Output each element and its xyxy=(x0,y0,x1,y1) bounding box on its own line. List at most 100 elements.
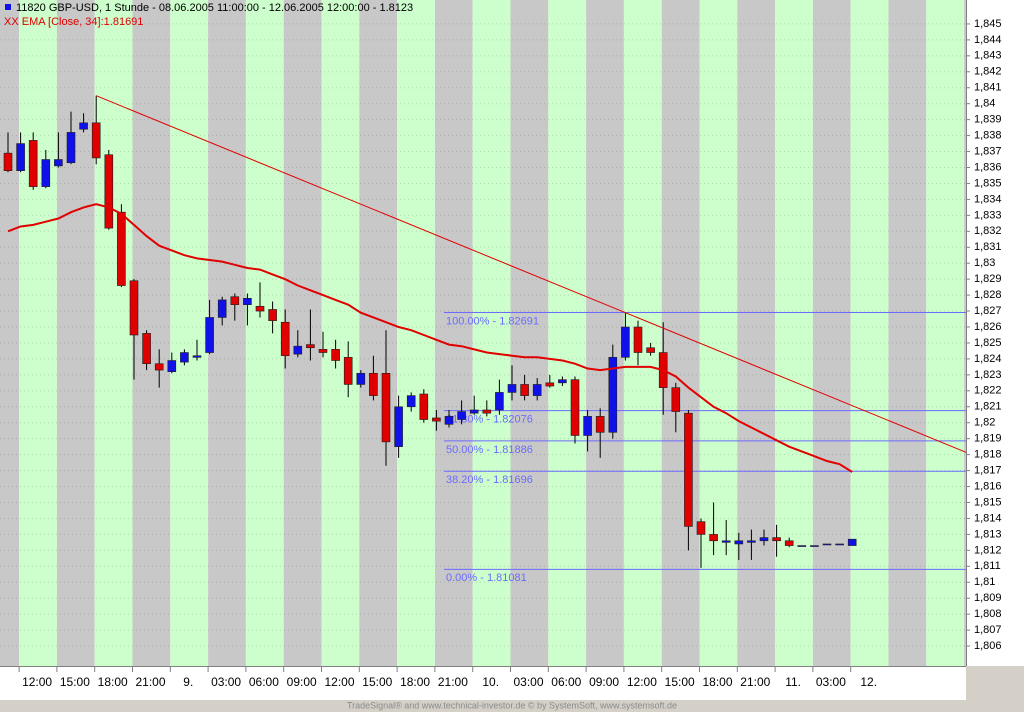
band xyxy=(775,0,813,666)
y-tick-label: 1,826 xyxy=(974,321,1002,333)
candle-body xyxy=(16,143,25,171)
band xyxy=(623,0,662,666)
y-tick-label: 1,842 xyxy=(974,66,1002,78)
y-tick-label: 1,829 xyxy=(974,273,1002,285)
y-tick-label: 1,84 xyxy=(974,98,995,110)
ema-line xyxy=(7,203,853,473)
candle-body xyxy=(54,159,63,167)
candle-body xyxy=(482,409,492,414)
band xyxy=(94,0,133,666)
candle-body xyxy=(835,543,844,546)
candle-body xyxy=(583,416,592,436)
y-tick-label: 1,831 xyxy=(974,241,1002,253)
y-tick-label: 1,832 xyxy=(974,225,1002,237)
candle-body xyxy=(117,211,126,286)
y-tick-label: 1,81 xyxy=(974,576,995,588)
y-tick-label: 1,833 xyxy=(974,209,1002,221)
candle-body xyxy=(255,305,265,312)
band xyxy=(586,0,624,666)
x-tick-label: 21:00 xyxy=(438,675,468,689)
y-tick-label: 1,824 xyxy=(974,353,1002,365)
candle-body xyxy=(747,540,756,543)
candle-body xyxy=(822,543,832,546)
candle-body xyxy=(709,534,718,542)
candle-body xyxy=(230,296,240,305)
y-tick-label: 1,817 xyxy=(974,464,1002,476)
band xyxy=(19,0,57,666)
y-tick-label: 1,815 xyxy=(974,496,1002,508)
candle-body xyxy=(180,352,189,363)
candle-body xyxy=(331,349,340,361)
candle-body xyxy=(79,122,88,130)
y-tick-label: 1,819 xyxy=(974,433,1002,445)
x-tick-label: 9. xyxy=(183,675,193,689)
band xyxy=(699,0,738,666)
y-tick-label: 1,812 xyxy=(974,544,1002,556)
candle-body xyxy=(621,326,630,358)
band xyxy=(359,0,398,666)
band xyxy=(132,0,171,666)
x-tick-label: 18:00 xyxy=(400,675,430,689)
y-tick-label: 1,845 xyxy=(974,18,1002,30)
candle-body xyxy=(633,326,643,353)
y-tick-label: 1,822 xyxy=(974,385,1002,397)
candle-body xyxy=(696,521,706,535)
candle-body xyxy=(797,545,807,547)
candle-body xyxy=(558,379,567,384)
x-tick-label: 18:00 xyxy=(702,675,732,689)
band xyxy=(56,0,95,666)
candle-body xyxy=(343,357,353,385)
y-tick-label: 1,838 xyxy=(974,129,1002,141)
y-tick-label: 1,807 xyxy=(974,624,1002,636)
candle-body xyxy=(142,333,151,365)
candle-body xyxy=(457,411,466,420)
x-tick-label: 15:00 xyxy=(362,675,392,689)
candle-body xyxy=(432,417,441,422)
fib-label: 38.20% - 1.81696 xyxy=(446,474,533,486)
candle-body xyxy=(444,416,454,425)
legend-icon xyxy=(5,4,11,10)
y-tick-label: 1,839 xyxy=(974,114,1002,126)
candle-body xyxy=(734,540,744,545)
candle-body xyxy=(671,387,681,412)
fib-label: 100.00% - 1.82691 xyxy=(446,315,539,327)
x-tick-label: 12. xyxy=(860,675,877,689)
candle-body xyxy=(154,363,164,371)
x-tick-label: 12:00 xyxy=(22,675,52,689)
x-tick-label: 15:00 xyxy=(665,675,695,689)
y-tick-label: 1,83 xyxy=(974,257,995,269)
candle-body xyxy=(507,384,517,393)
band xyxy=(321,0,360,666)
band xyxy=(283,0,322,666)
axis-corner xyxy=(966,666,1024,700)
candle-body xyxy=(381,372,391,443)
candle-body xyxy=(545,382,555,387)
x-tick-label: 18:00 xyxy=(98,675,128,689)
trend-line xyxy=(96,95,967,453)
y-tick-label: 1,834 xyxy=(974,193,1002,205)
candle-body xyxy=(570,379,580,436)
fib-label: 50.00% - 1.81886 xyxy=(446,444,533,456)
candle-body xyxy=(167,360,177,372)
candle-body xyxy=(66,132,76,164)
x-tick-label: 09:00 xyxy=(287,675,317,689)
candle-body xyxy=(268,309,277,321)
y-tick-label: 1,828 xyxy=(974,289,1002,301)
x-tick-label: 11. xyxy=(785,675,801,689)
band xyxy=(434,0,473,666)
candle-body xyxy=(469,409,479,414)
y-tick-label: 1,821 xyxy=(974,401,1002,413)
x-axis-panel xyxy=(0,666,966,700)
candle-body xyxy=(721,540,731,543)
y-tick-label: 1,814 xyxy=(974,512,1002,524)
candle-body xyxy=(91,122,101,159)
band xyxy=(888,0,927,666)
candle-body xyxy=(104,154,114,229)
fib-label: 0.00% - 1.81081 xyxy=(446,572,527,584)
candle-body xyxy=(3,152,13,171)
candle-body xyxy=(595,416,605,433)
candle-body xyxy=(306,344,315,349)
band xyxy=(964,0,966,666)
y-tick-label: 1,825 xyxy=(974,337,1002,349)
y-tick-label: 1,806 xyxy=(974,640,1002,652)
